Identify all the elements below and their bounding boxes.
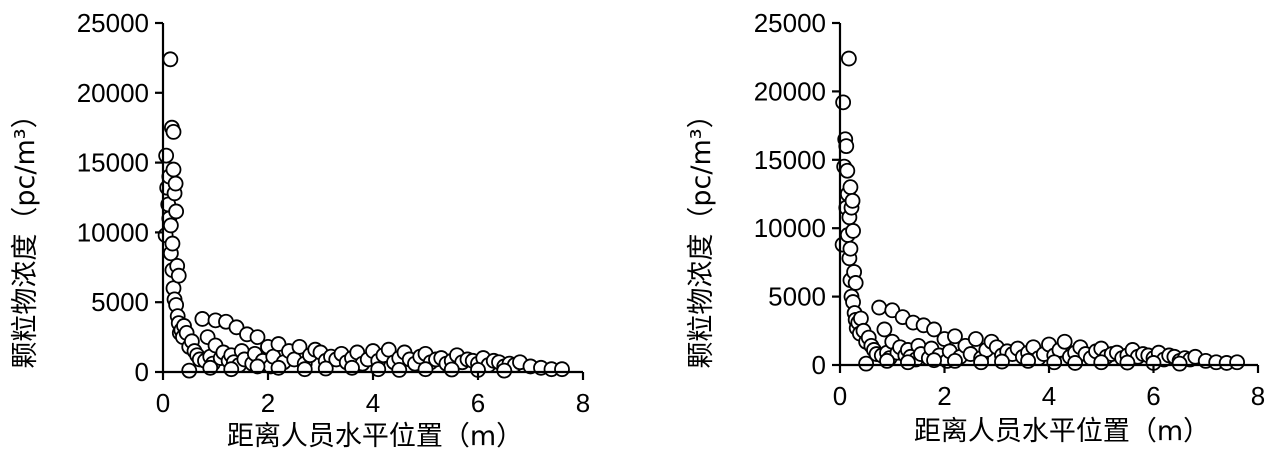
y-tick-label: 10000 [77, 217, 149, 247]
data-point [162, 51, 179, 68]
data-point [1093, 354, 1110, 371]
data-point [1067, 355, 1084, 371]
data-point [162, 217, 179, 234]
data-point [291, 338, 308, 355]
x-tick-label: 6 [471, 388, 485, 418]
data-point [496, 362, 513, 379]
data-point [317, 360, 334, 377]
data-point [947, 328, 963, 345]
data-point [844, 192, 861, 209]
y-tick-label: 20000 [754, 76, 826, 106]
x-ticks-right: 0 2 4 6 8 [833, 365, 1265, 411]
data-point [994, 353, 1010, 370]
data-point [194, 311, 211, 327]
y-tick-label: 10000 [754, 213, 826, 243]
x-axis-label-right: 距离人员水平位置（m） [914, 416, 1210, 447]
data-point [158, 147, 175, 164]
data-point [858, 355, 875, 372]
y-tick-label: 5000 [91, 287, 149, 317]
data-point [876, 321, 893, 338]
data-point [973, 354, 989, 371]
data-point [842, 179, 859, 196]
data-point [900, 354, 916, 371]
x-tick-label: 4 [1042, 381, 1056, 411]
data-point [181, 362, 198, 379]
x-ticks-left: 0 2 4 6 8 [156, 372, 590, 418]
y-tick-label: 0 [812, 350, 826, 380]
data-point [1229, 354, 1245, 371]
x-tick-label: 4 [366, 388, 380, 418]
data-point [417, 361, 434, 378]
data-point [1056, 333, 1073, 350]
data-point [842, 240, 859, 257]
data-point [223, 361, 240, 378]
scatter-points-left [157, 51, 570, 379]
scatter-points-right [834, 50, 1245, 372]
data-point [926, 352, 942, 369]
data-point [168, 203, 185, 220]
y-tick-label: 25000 [77, 8, 149, 38]
data-point [838, 138, 855, 155]
y-tick-label: 0 [135, 357, 149, 387]
y-ticks-left: 0 5000 10000 15000 20000 25000 [77, 8, 163, 387]
data-point [249, 358, 266, 375]
data-point [847, 275, 864, 291]
x-tick-label: 8 [1251, 381, 1265, 411]
y-ticks-right: 0 5000 10000 15000 20000 25000 [754, 8, 840, 380]
chart-left: 0 5000 10000 15000 20000 25000 0 2 4 6 8 距离人员水平位置… [10, 8, 590, 449]
data-point [170, 267, 187, 284]
y-tick-label: 25000 [754, 8, 826, 38]
data-point [165, 123, 182, 140]
chart-right: 0 5000 10000 15000 20000 25000 0 2 4 6 8 距离人员水平位置… [686, 8, 1265, 447]
data-point [1119, 354, 1136, 371]
y-tick-label: 5000 [768, 282, 826, 312]
data-point [167, 175, 184, 192]
x-tick-label: 0 [833, 381, 847, 411]
data-point [296, 361, 313, 378]
data-point [871, 299, 888, 316]
data-point [1171, 355, 1188, 372]
data-point [165, 161, 182, 178]
y-axis-label-right: 颗粒物浓度（pc/m³） [686, 101, 717, 368]
x-tick-label: 2 [261, 388, 275, 418]
data-point [249, 329, 266, 346]
data-point [926, 321, 942, 338]
data-point [840, 50, 857, 67]
data-point [554, 361, 570, 378]
x-tick-label: 0 [156, 388, 170, 418]
x-axis-label-left: 距离人员水平位置（m） [227, 421, 523, 449]
x-tick-label: 8 [576, 388, 590, 418]
data-point [845, 223, 861, 239]
y-tick-label: 15000 [77, 148, 149, 178]
data-point [164, 235, 181, 252]
data-point [443, 361, 460, 378]
data-point [835, 94, 852, 111]
data-point [839, 162, 856, 179]
y-tick-label: 20000 [77, 78, 149, 108]
y-axis-label-left: 颗粒物浓度（pc/m³） [10, 101, 41, 368]
y-tick-label: 15000 [754, 145, 826, 175]
x-tick-label: 2 [937, 381, 951, 411]
data-point [967, 331, 984, 347]
x-tick-label: 6 [1146, 381, 1160, 411]
data-point [391, 362, 408, 378]
